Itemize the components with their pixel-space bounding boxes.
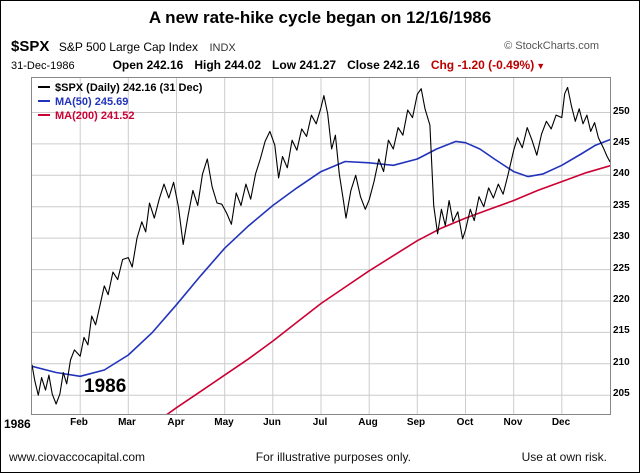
footer-disclaimer: For illustrative purposes only. [255,450,411,464]
down-arrow-icon: ▼ [536,61,546,71]
y-tick-label: 230 [613,231,630,242]
x-tick-label: Nov [503,417,523,428]
x-axis-labels: 1986 Feb Mar Apr May Jun Jul Aug Sep Oct Nov Dec [4,416,609,436]
x-tick-label: May [214,417,234,428]
price-plot-svg [32,78,610,414]
legend-spx-label: $SPX (Daily) 242.16 (31 Dec) [55,82,203,94]
legend-ma50-label: MA(50) 245.69 [55,96,129,108]
price-chart: $SPX (Daily) 242.16 (31 Dec) MA(50) 245.… [1,77,639,437]
quote-date: 31-Dec-1986 [11,60,75,72]
x-tick-label: Jul [312,417,328,428]
copyright-notice: © StockCharts.com [504,40,599,52]
open-label: Open [112,58,144,72]
x-tick-label: Dec [551,417,571,428]
symbol-name: S&P 500 Large Cap Index [58,40,199,54]
footer-risk-note: Use at own risk. [521,450,607,464]
legend-spx-daily: $SPX (Daily) 242.16 (31 Dec) [38,81,202,95]
legend-ma50: MA(50) 245.69 [38,95,202,109]
legend-ma200-label: MA(200) 241.52 [55,110,135,122]
y-tick-label: 235 [613,200,630,211]
high-label: High [194,58,221,72]
close-label: Close [347,58,380,72]
x-tick-label: Jun [263,417,281,428]
plot-area: $SPX (Daily) 242.16 (31 Dec) MA(50) 245.… [31,77,611,415]
x-tick-label: Oct [456,417,474,428]
x-tick-label: Mar [118,417,136,428]
footer: www.ciovaccocapital.com For illustrative… [9,450,607,464]
open-value: 242.16 [146,58,184,72]
page-title: A new rate-hike cycle began on 12/16/198… [148,8,492,27]
high-value: 244.02 [224,58,262,72]
footer-website: www.ciovaccocapital.com [9,450,146,464]
y-tick-label: 205 [613,388,630,399]
ma200-line-swatch [38,114,50,116]
y-axis-labels: 205 210 215 220 225 230 235 240 245 250 [613,77,639,413]
y-tick-label: 210 [613,357,630,368]
y-tick-label: 240 [613,168,630,179]
exchange-label: INDX [209,42,236,54]
x-tick-label: 1986 [4,417,31,431]
chart-legend: $SPX (Daily) 242.16 (31 Dec) MA(50) 245.… [38,81,202,123]
y-tick-label: 250 [613,106,630,117]
x-tick-label: Sep [406,417,426,428]
x-tick-label: Aug [358,417,378,428]
y-tick-label: 215 [613,325,630,336]
chg-label: Chg [430,58,455,72]
y-tick-label: 245 [613,137,630,148]
quote-line: 31-Dec-1986 Open 242.16 High 244.02 Low 241… [11,58,639,73]
y-tick-label: 225 [613,263,630,274]
spx-line-swatch [38,86,50,88]
low-label: Low [272,58,297,72]
year-annotation: 1986 [84,376,127,397]
ma50-line-swatch [38,100,50,102]
chg-value: -1.20 (-0.49%) [457,58,535,72]
chg-group: Chg -1.20 (-0.49%) ▼ [431,58,545,72]
ohlc-quote: Open 242.16 High 244.02 Low 241.27 Close 24… [113,58,546,72]
chart-header: $SPX S&P 500 Large Cap Index INDX © Stoc… [11,38,639,56]
legend-ma200: MA(200) 241.52 [38,109,202,123]
x-tick-label: Feb [70,417,88,428]
y-tick-label: 220 [613,294,630,305]
low-value: 241.27 [299,58,337,72]
symbol-ticker: $SPX [11,38,50,55]
close-value: 242.16 [383,58,420,72]
x-tick-label: Apr [167,417,185,428]
